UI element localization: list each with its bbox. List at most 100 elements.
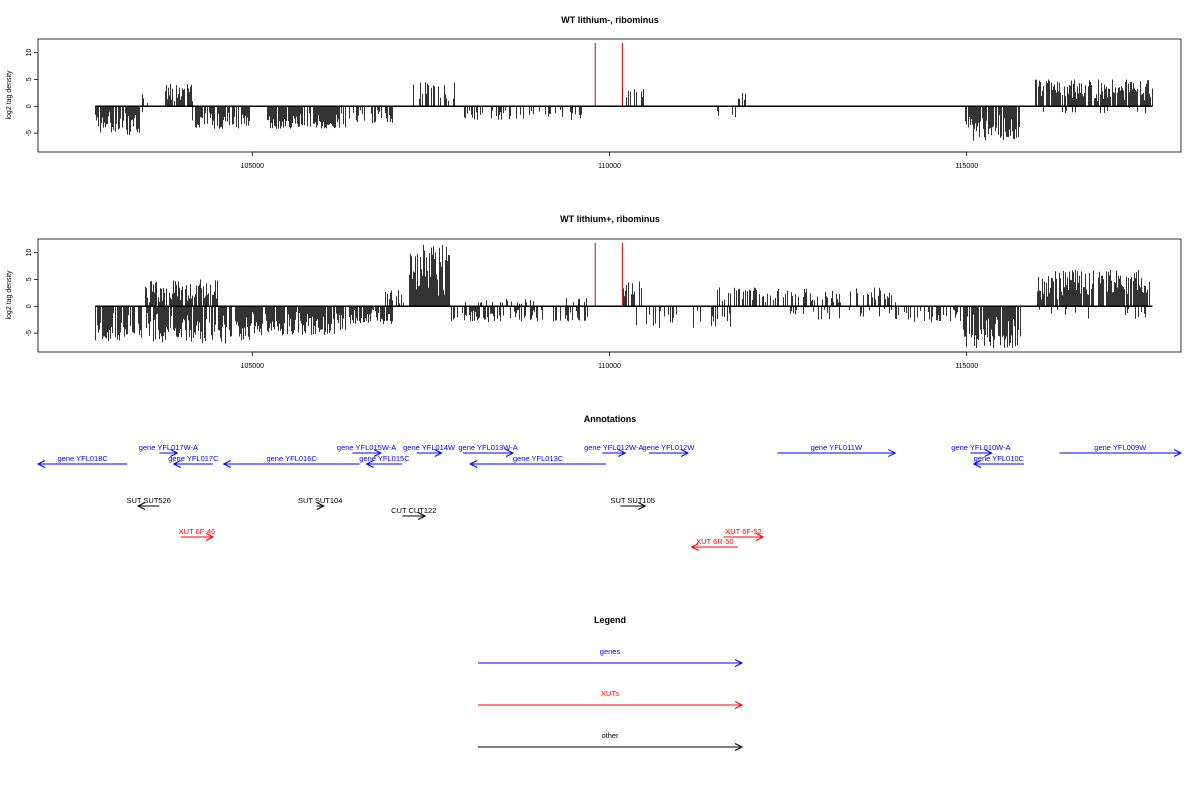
density-segment bbox=[896, 306, 961, 323]
feature-arrow bbox=[602, 449, 627, 457]
feature-label: gene YFL016C bbox=[266, 454, 317, 463]
legend-title: Legend bbox=[594, 615, 626, 625]
density-segment bbox=[1043, 106, 1146, 114]
plot-frame bbox=[37, 38, 1182, 153]
density-segment bbox=[349, 306, 393, 325]
feature-label: SUT SUT105 bbox=[610, 496, 654, 505]
feature-label: gene YFL013C bbox=[513, 454, 564, 463]
density-bars bbox=[95, 244, 1150, 349]
density-plot-lithium-minus: WT lithium-, ribominus log2 tag density … bbox=[6, 15, 1182, 170]
legend: Legend genes XUTs other bbox=[478, 615, 744, 751]
feature-label: gene YFL012W bbox=[642, 443, 695, 452]
feature-gene: gene YFL018C bbox=[36, 454, 128, 468]
legend-arrow bbox=[478, 659, 744, 667]
feature-other: SUT SUT526 bbox=[126, 496, 171, 510]
feature-label: gene YFL009W bbox=[1094, 443, 1147, 452]
density-segment bbox=[145, 279, 218, 307]
y-tick-label: 5 bbox=[26, 77, 33, 81]
feature-label: gene YFL017C bbox=[168, 454, 219, 463]
density-segment bbox=[267, 106, 346, 129]
feature-arrow bbox=[416, 449, 443, 457]
density-segment bbox=[192, 106, 250, 129]
density-plot-lithium-plus: WT lithium+, ribominus log2 tag density … bbox=[6, 214, 1182, 370]
feature-gene: gene YFL015W-A bbox=[337, 443, 396, 457]
x-tick-label: 115000 bbox=[955, 363, 978, 370]
density-segment bbox=[738, 93, 746, 107]
feature-label: gene YFL015W-A bbox=[337, 443, 396, 452]
density-segment bbox=[349, 106, 393, 124]
density-segment bbox=[963, 306, 1021, 349]
x-tick-label: 105000 bbox=[241, 163, 264, 170]
density-segment bbox=[451, 306, 588, 323]
density-segment bbox=[1039, 306, 1146, 319]
feature-gene: gene YFL017C bbox=[168, 454, 219, 468]
legend-item: XUTs bbox=[478, 689, 744, 709]
feature-label: gene YFL010C bbox=[974, 454, 1025, 463]
y-tick-label: -5 bbox=[26, 330, 33, 336]
feature-arrow bbox=[180, 533, 215, 541]
y-tick-label: 10 bbox=[26, 248, 33, 256]
y-tick-label: 5 bbox=[26, 277, 33, 281]
feature-gene: gene YFL011W bbox=[777, 443, 897, 457]
feature-gene: gene YFL013W-A bbox=[458, 443, 518, 457]
feature-label: gene YFL017W-A bbox=[139, 443, 198, 452]
density-segment bbox=[142, 94, 148, 107]
density-segment bbox=[95, 306, 142, 342]
density-segment bbox=[636, 306, 731, 328]
feature-label: gene YFL013W-A bbox=[458, 443, 517, 452]
feature-label: SUT SUT526 bbox=[126, 496, 170, 505]
feature-label: gene YFL015C bbox=[359, 454, 410, 463]
feature-gene: gene YFL015C bbox=[359, 454, 410, 468]
feature-gene: gene YFL014W bbox=[403, 443, 456, 457]
density-segment bbox=[1035, 79, 1153, 107]
plot-title: WT lithium+, ribominus bbox=[560, 214, 660, 224]
density-segment bbox=[409, 244, 450, 307]
feature-label: gene YFL010W-A bbox=[951, 443, 1010, 452]
feature-xut: XUT 6R-50 bbox=[690, 537, 739, 551]
density-segment bbox=[1037, 269, 1150, 307]
feature-arrow bbox=[402, 512, 427, 520]
feature-gene: gene YFL017W-A bbox=[139, 443, 198, 457]
feature-xut: XUT 6F-52 bbox=[723, 527, 765, 541]
feature-label: SUT SUT104 bbox=[298, 496, 342, 505]
density-segment bbox=[717, 106, 736, 117]
x-tick-label: 110000 bbox=[598, 163, 621, 170]
feature-gene: gene YFL009W bbox=[1059, 443, 1183, 457]
feature-arrow bbox=[316, 502, 325, 510]
feature-label: XUT 6F-46 bbox=[179, 527, 216, 536]
density-segment bbox=[146, 306, 250, 344]
feature-gene: gene YFL010W-A bbox=[951, 443, 1011, 457]
feature-arrow bbox=[463, 449, 515, 457]
feature-arrow bbox=[723, 533, 765, 541]
y-tick-label: 0 bbox=[26, 104, 33, 108]
legend-item: other bbox=[478, 731, 744, 751]
feature-arrow bbox=[970, 449, 993, 457]
feature-label: gene YFL011W bbox=[811, 443, 863, 452]
feature-arrow bbox=[469, 460, 606, 468]
feature-arrow bbox=[690, 543, 739, 551]
feature-label: XUT 6R-50 bbox=[696, 537, 733, 546]
density-segment bbox=[717, 287, 896, 307]
legend-label: genes bbox=[600, 647, 621, 656]
density-bars bbox=[95, 79, 1153, 141]
legend-item: genes bbox=[478, 647, 744, 667]
feature-arrow bbox=[1059, 449, 1183, 457]
density-segment bbox=[165, 83, 193, 107]
density-segment bbox=[413, 82, 455, 107]
x-tick-label: 105000 bbox=[241, 363, 264, 370]
feature-other: SUT SUT105 bbox=[610, 496, 655, 510]
feature-arrow bbox=[159, 449, 179, 457]
feature-label: CUT CUT122 bbox=[391, 506, 436, 515]
feature-xut: XUT 6F-46 bbox=[179, 527, 216, 541]
density-segment bbox=[385, 290, 404, 307]
plot-title: WT lithium-, ribominus bbox=[561, 15, 659, 25]
feature-gene: gene YFL012W-A bbox=[584, 443, 643, 457]
feature-arrow bbox=[222, 460, 360, 468]
density-segment bbox=[623, 281, 642, 307]
feature-arrow bbox=[972, 460, 1024, 468]
legend-label: other bbox=[601, 731, 619, 740]
feature-label: gene YFL012W-A bbox=[584, 443, 643, 452]
feature-gene: gene YFL010C bbox=[972, 454, 1025, 468]
feature-label: gene YFL014W bbox=[403, 443, 456, 452]
